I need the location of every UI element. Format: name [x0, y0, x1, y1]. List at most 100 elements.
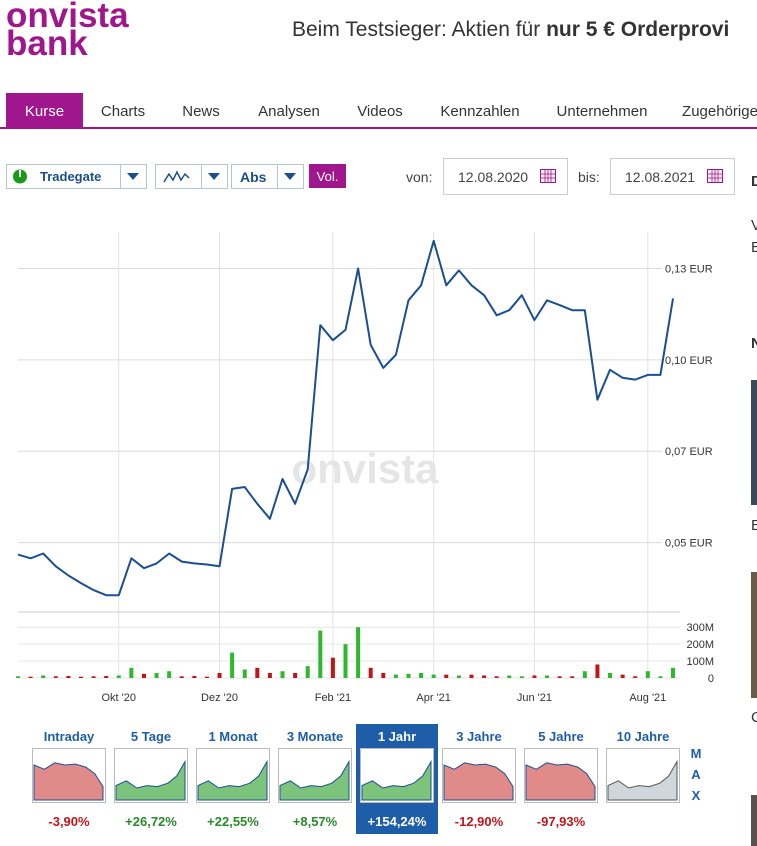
volume-bar [66, 675, 71, 678]
volume-bar [381, 672, 386, 678]
nav-tab[interactable]: Videos [357, 103, 403, 120]
volume-bar [545, 675, 550, 678]
nav-tab[interactable]: Zugehörige [682, 103, 757, 120]
volume-bar [557, 676, 562, 678]
volume-bar [41, 675, 46, 678]
sidebar-text: E [751, 517, 757, 534]
nav-tab-active[interactable] [6, 93, 83, 128]
sidebar-image [751, 572, 757, 698]
nav-tab[interactable]: Kennzahlen [440, 103, 519, 120]
volume-button-label: Vol. [317, 169, 339, 184]
nav-tab[interactable]: Charts [101, 103, 145, 120]
mode-label: Abs [240, 169, 267, 185]
volume-bar [217, 672, 222, 678]
volume-bar [242, 669, 247, 678]
y2-tick-label: 0 [708, 673, 714, 685]
volume-bar [469, 674, 474, 678]
max-letter[interactable]: X [692, 788, 701, 803]
volume-bar [406, 673, 411, 678]
period-sparkline [525, 762, 596, 801]
exchange-select[interactable] [6, 164, 147, 189]
period-label[interactable]: Intraday [44, 729, 95, 744]
sidebar-text: N [751, 335, 757, 352]
volume-bar [393, 674, 398, 678]
period-sparkline [443, 762, 514, 801]
volume-bar [318, 630, 323, 678]
x-tick-label: Jun '21 [517, 692, 552, 704]
volume-bar [570, 676, 575, 678]
x-tick-label: Okt '20 [102, 692, 137, 704]
logo-top[interactable]: onvista [6, 0, 129, 35]
x-tick-label: Apr '21 [416, 692, 451, 704]
volume-bar [104, 675, 109, 678]
max-letter[interactable]: A [691, 767, 701, 782]
period-label[interactable]: 1 Monat [208, 729, 258, 744]
calendar-icon[interactable] [540, 169, 556, 183]
volume-bar [192, 675, 197, 678]
volume-bar [255, 667, 260, 678]
volume-bar [28, 676, 33, 678]
to-date: 12.08.2021 [625, 169, 695, 185]
volume-button[interactable] [309, 164, 346, 188]
sidebar-text: E [751, 239, 757, 256]
max-button[interactable]: MAX [691, 746, 702, 803]
volume-bar [356, 627, 361, 678]
nav-tab[interactable]: Kurse [25, 103, 64, 120]
nav-bar: Kurse Charts News Analysen Videos Kennzahlen U… [6, 93, 757, 128]
volume-bar [129, 667, 134, 678]
volume-bar [582, 671, 587, 678]
period-sparkline [361, 759, 432, 801]
volume-bar [507, 675, 512, 678]
nav-underline [0, 127, 757, 129]
period-label[interactable]: 3 Monate [287, 729, 343, 744]
dropdown-arrow [208, 173, 220, 180]
period-change: +154,24% [368, 814, 427, 829]
volume-bar [494, 676, 499, 678]
dropdown-arrow [284, 173, 296, 180]
price-line [17, 239, 674, 597]
x-tick-label: Dez '20 [201, 692, 238, 704]
y-tick-label: 0,05 EUR [665, 538, 713, 550]
volume-bar [444, 674, 449, 678]
volume-bar [519, 676, 524, 678]
volume-bar [456, 675, 461, 678]
y-tick-label: 0,13 EUR [665, 264, 713, 276]
sidebar-image [751, 795, 757, 846]
max-letter[interactable]: M [691, 746, 702, 761]
y2-tick-label: 300M [686, 622, 714, 634]
period-label[interactable]: 5 Jahre [538, 729, 584, 744]
period-tiles: Intraday -3,90% 5 Tage +26,72% 1 Monat +22,55… [32, 724, 680, 834]
volume-bar [482, 675, 487, 678]
x-tick-label: Aug '21 [629, 692, 666, 704]
volume-bar [343, 644, 348, 678]
nav-tab[interactable]: Unternehmen [557, 103, 648, 120]
nav-tab[interactable]: Analysen [258, 103, 320, 120]
y-tick-label: 0,07 EUR [665, 446, 713, 458]
calendar-icon[interactable] [707, 169, 723, 183]
sidebar-text: C [751, 709, 757, 726]
period-change: -3,90% [48, 814, 90, 829]
volume-bar [368, 667, 373, 678]
logo-bottom[interactable]: bank [6, 24, 88, 63]
volume-bar [645, 671, 650, 678]
period-sparkline [279, 759, 350, 801]
period-change: -12,90% [455, 814, 504, 829]
ad-banner[interactable]: Beim Testsieger: Aktien für nur 5 € Orde… [292, 18, 729, 41]
period-label[interactable]: 10 Jahre [617, 729, 670, 744]
period-label[interactable]: 1 Jahr [378, 729, 416, 744]
period-sparkline [33, 762, 104, 801]
status-icon-mark [19, 170, 21, 177]
volume-bar [658, 676, 663, 678]
volume-bar [431, 674, 436, 678]
volume-bar [78, 676, 83, 678]
sidebar-text: V [751, 217, 757, 234]
dropdown-arrow [127, 173, 139, 180]
volume-bar [305, 666, 310, 678]
period-label[interactable]: 5 Tage [131, 729, 171, 744]
period-label[interactable]: 3 Jahre [456, 729, 502, 744]
nav-tab[interactable]: News [182, 103, 220, 120]
sidebar-text: D [751, 173, 757, 190]
